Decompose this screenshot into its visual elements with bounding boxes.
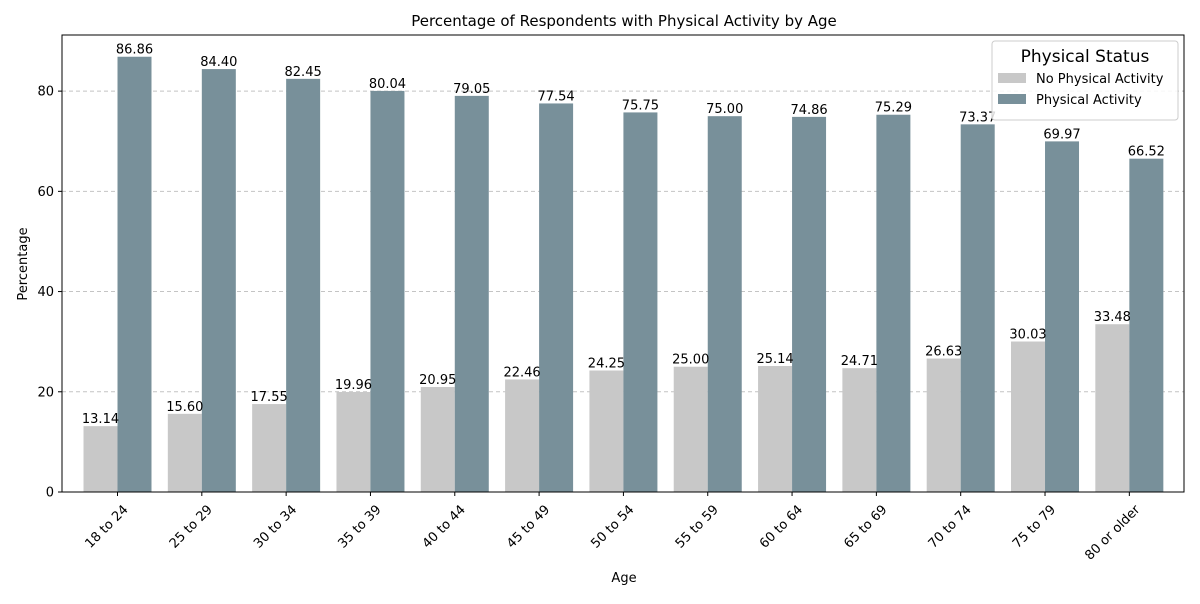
x-tick-label: 18 to 24 <box>82 502 131 551</box>
bar-activity <box>960 124 995 492</box>
bar-value-label: 80.04 <box>369 77 406 92</box>
bar-value-label: 17.55 <box>251 390 288 405</box>
x-tick-label: 35 to 39 <box>335 502 384 551</box>
bar-no-activity <box>1095 324 1130 492</box>
bar-value-label: 24.25 <box>588 356 625 371</box>
x-tick-label: 45 to 49 <box>504 502 553 551</box>
x-tick-label: 30 to 34 <box>251 502 300 551</box>
x-tick-label: 75 to 79 <box>1010 502 1059 551</box>
bar-value-label: 30.03 <box>1009 328 1046 343</box>
x-tick-label: 80 or older <box>1082 502 1143 563</box>
bar-value-label: 25.00 <box>672 353 709 368</box>
x-axis-label: Age <box>611 571 636 586</box>
bars <box>83 56 1164 493</box>
bar-no-activity <box>926 358 961 492</box>
y-tick-label: 60 <box>37 185 54 200</box>
legend-title: Physical Status <box>1021 47 1150 67</box>
bar-no-activity <box>420 387 455 492</box>
bar-value-label: 15.60 <box>166 400 203 415</box>
bar-no-activity <box>167 413 202 492</box>
bar-activity <box>539 103 574 493</box>
bar-value-label: 20.95 <box>419 373 456 388</box>
bar-value-label: 22.46 <box>503 365 540 380</box>
bar-no-activity <box>336 391 371 492</box>
y-tick-label: 0 <box>46 486 54 501</box>
y-axis-label: Percentage <box>16 227 31 300</box>
bar-no-activity <box>758 366 793 492</box>
bar-no-activity <box>83 426 118 492</box>
bar-value-label: 82.45 <box>285 65 322 80</box>
bar-value-label: 75.75 <box>622 98 659 113</box>
bar-activity <box>201 69 236 493</box>
bar-no-activity <box>1011 341 1046 492</box>
bar-value-label: 26.63 <box>925 345 962 360</box>
bar-no-activity <box>505 379 540 492</box>
x-tick-label: 40 to 44 <box>420 502 469 551</box>
x-tick-label: 25 to 29 <box>167 502 216 551</box>
bar-value-label: 73.37 <box>959 110 996 125</box>
legend-label: Physical Activity <box>1036 93 1142 108</box>
bar-activity <box>1129 158 1164 493</box>
x-tick-label: 60 to 64 <box>757 502 806 551</box>
bar-value-label: 24.71 <box>841 354 878 369</box>
legend-label: No Physical Activity <box>1036 72 1164 87</box>
bar-activity <box>792 116 827 493</box>
chart-title: Percentage of Respondents with Physical … <box>411 12 837 30</box>
y-tick-label: 40 <box>37 285 54 300</box>
bar-no-activity <box>673 366 708 492</box>
bar-activity <box>117 56 152 492</box>
bar-value-label: 75.29 <box>875 101 912 116</box>
legend-items: No Physical Activity Physical Activity <box>998 72 1164 108</box>
x-tick-label: 55 to 59 <box>673 502 722 551</box>
bar-activity <box>623 112 658 493</box>
bar-activity <box>1045 141 1080 492</box>
bar-activity <box>707 116 742 492</box>
bar-value-label: 86.86 <box>116 43 153 58</box>
legend: Physical Status No Physical Activity Phys… <box>991 40 1179 121</box>
bar-activity <box>454 95 489 492</box>
bar-no-activity <box>842 368 877 492</box>
y-tick-label: 20 <box>37 385 54 400</box>
x-tick-label: 50 to 54 <box>588 502 637 551</box>
bar-value-label: 75.00 <box>706 102 743 117</box>
x-tick-label: 65 to 69 <box>841 502 890 551</box>
legend-swatch <box>998 94 1026 104</box>
bar-value-label: 13.14 <box>82 412 119 427</box>
bar-value-label: 33.48 <box>1094 310 1131 325</box>
legend-swatch <box>998 73 1026 83</box>
bar-value-label: 74.86 <box>790 103 827 118</box>
bar-value-label: 25.14 <box>756 352 793 367</box>
bar-value-label: 84.40 <box>200 55 237 70</box>
legend-box <box>991 40 1179 121</box>
bar-value-label: 69.97 <box>1043 127 1080 142</box>
data-labels: 13.14 86.86 15.60 84.40 17.55 82.45 19.96 80.04… <box>82 43 1165 427</box>
bar-value-label: 66.52 <box>1128 145 1165 160</box>
bar-value-label: 77.54 <box>537 89 574 104</box>
plot-frame <box>61 34 1185 493</box>
x-tick-label: 70 to 74 <box>926 502 975 551</box>
bar-value-label: 79.05 <box>453 82 490 97</box>
bar-activity <box>370 90 405 493</box>
bar-no-activity <box>252 404 287 492</box>
bar-activity <box>286 78 321 492</box>
bar-activity <box>876 114 911 492</box>
y-tick-label: 80 <box>37 85 54 100</box>
bar-value-label: 19.96 <box>335 378 372 393</box>
bar-no-activity <box>589 370 624 492</box>
